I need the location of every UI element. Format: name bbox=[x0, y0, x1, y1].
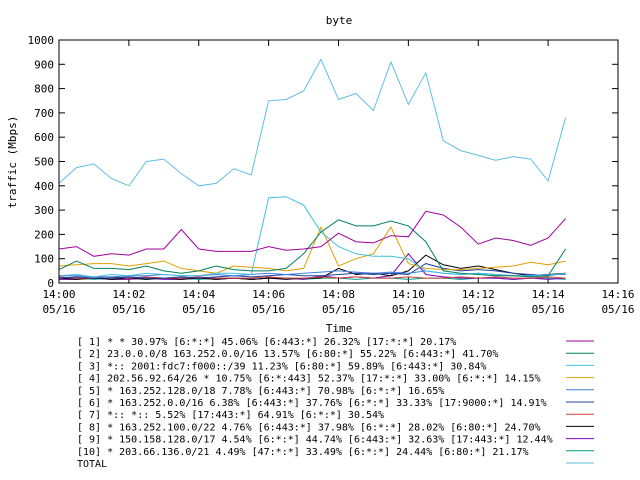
axes-group: 0 100 200 300 400 500 600 700 800 900 1000 14:00 05/… bbox=[28, 34, 635, 316]
legend-label-10: [10] * 203.66.136.0/21 4.49% [47:*:*] 33… bbox=[77, 447, 529, 458]
legend-label-8: [ 8] * 163.252.100.0/22 4.76% [6:443:*] … bbox=[77, 422, 541, 433]
y-tick-label: 300 bbox=[34, 204, 54, 217]
x-tick-label-date: 05/16 bbox=[322, 303, 355, 316]
plot-frame bbox=[58, 39, 619, 284]
y-tick-label: 800 bbox=[34, 83, 54, 96]
x-tick-label-date: 05/16 bbox=[601, 303, 634, 316]
y-tick-label: 200 bbox=[34, 228, 54, 241]
x-tick-label-date: 05/16 bbox=[112, 303, 145, 316]
x-tick-label-time: 14:06 bbox=[252, 288, 285, 301]
series-line-3 bbox=[58, 196, 566, 278]
x-axis-label: Time bbox=[326, 322, 353, 335]
x-tick-label-date: 05/16 bbox=[462, 303, 495, 316]
y-tick-label: 700 bbox=[34, 107, 54, 120]
series-line-4 bbox=[58, 225, 566, 274]
x-tick-label-time: 14:08 bbox=[322, 288, 355, 301]
series-line-6 bbox=[58, 263, 566, 279]
legend-label-3: [ 3] *:: 2001:fdc7:f000::/39 11.23% [6:8… bbox=[77, 361, 486, 372]
legend-label-7: [ 7] *:: *:: 5.52% [17:443:*] 64.91% [6:… bbox=[77, 410, 384, 421]
x-tick-label-date: 05/16 bbox=[532, 303, 565, 316]
legend-label-6: [ 6] * 163.252.0.0/16 6.38% [6:443:*] 37… bbox=[77, 398, 547, 409]
legend-label-5: [ 5] * 163.252.128.0/18 7.78% [6:443:*] … bbox=[77, 386, 444, 397]
y-tick-label: 100 bbox=[34, 253, 54, 266]
x-tick-label-time: 14:04 bbox=[182, 288, 215, 301]
series-line-11 bbox=[58, 58, 567, 187]
chart-title: byte bbox=[326, 14, 353, 27]
y-tick-label: 1000 bbox=[28, 34, 55, 47]
series-line-1 bbox=[58, 210, 566, 257]
x-tick-label-time: 14:14 bbox=[532, 288, 565, 301]
legend-label-4: [ 4] 202.56.92.64/26 * 10.75% [6:*:443] … bbox=[77, 374, 541, 385]
series-line-8 bbox=[58, 254, 566, 280]
series-layer bbox=[58, 58, 567, 280]
legend-label-1: [ 1] * * 30.97% [6:*:*] 45.06% [6:443:*]… bbox=[77, 337, 456, 348]
y-tick-label: 400 bbox=[34, 180, 54, 193]
x-tick-label-date: 05/16 bbox=[252, 303, 285, 316]
x-tick-label-date: 05/16 bbox=[42, 303, 75, 316]
y-tick-label: 0 bbox=[47, 277, 54, 290]
x-tick-label-time: 14:12 bbox=[462, 288, 495, 301]
x-tick-label-time: 14:10 bbox=[392, 288, 425, 301]
y-axis-label: traffic (Mbps) bbox=[6, 116, 19, 209]
legend-label-9: [ 9] * 150.158.128.0/17 4.54% [6:*:*] 44… bbox=[77, 435, 553, 446]
legend-label-11: TOTAL bbox=[77, 459, 107, 470]
y-tick-label: 900 bbox=[34, 58, 54, 71]
x-tick-label-date: 05/16 bbox=[182, 303, 215, 316]
y-tick-label: 600 bbox=[34, 131, 54, 144]
series-line-2 bbox=[58, 219, 567, 278]
legend-label-2: [ 2] 23.0.0.0/8 163.252.0.0/16 13.57% [6… bbox=[77, 349, 498, 360]
x-tick-label-time: 14:02 bbox=[112, 288, 145, 301]
legend: [ 1] * * 30.97% [6:*:*] 45.06% [6:443:*]… bbox=[77, 337, 594, 470]
y-tick-label: 500 bbox=[34, 156, 54, 169]
x-tick-label-time: 14:16 bbox=[601, 288, 634, 301]
series-line-7 bbox=[58, 276, 566, 279]
x-tick-label-date: 05/16 bbox=[392, 303, 425, 316]
x-tick-label-time: 14:00 bbox=[42, 288, 75, 301]
